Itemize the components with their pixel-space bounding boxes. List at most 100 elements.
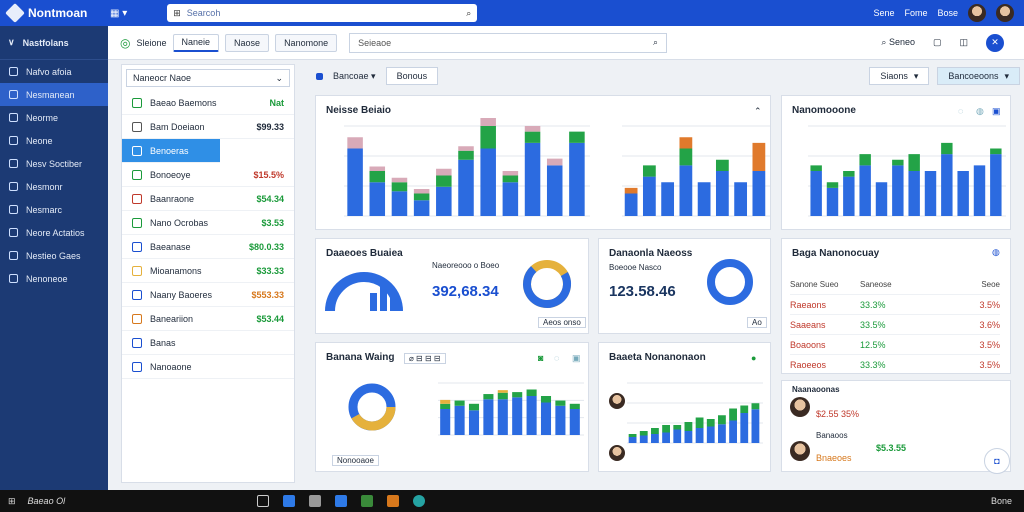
- menu-icon[interactable]: ▦ ▾: [110, 7, 128, 19]
- table-row[interactable]: Saaeans 33.5% 3.6%: [790, 315, 1000, 335]
- bar[interactable]: [673, 429, 682, 444]
- bar[interactable]: [628, 434, 637, 437]
- settings-icon[interactable]: ▣: [992, 106, 1001, 116]
- bar[interactable]: [436, 186, 452, 216]
- top-item-1[interactable]: Sene: [873, 8, 895, 18]
- bar[interactable]: [540, 402, 552, 436]
- chat-button[interactable]: ◘: [984, 448, 1010, 474]
- table-row[interactable]: Boaoons 12.5% 3.5%: [790, 335, 1000, 355]
- table-row[interactable]: Raoeeos 33.3% 3.5%: [790, 355, 1000, 375]
- bar[interactable]: [662, 432, 670, 444]
- bar[interactable]: [624, 187, 638, 194]
- bar[interactable]: [715, 171, 729, 216]
- bar[interactable]: [436, 168, 452, 176]
- bar[interactable]: [908, 154, 920, 171]
- bar[interactable]: [546, 165, 563, 216]
- bar[interactable]: [718, 424, 726, 443]
- bar[interactable]: [391, 177, 408, 183]
- search-icon[interactable]: ⌕ Seneo: [881, 37, 915, 47]
- bar[interactable]: [810, 165, 822, 171]
- avatar[interactable]: [968, 4, 986, 22]
- bar[interactable]: [468, 403, 480, 411]
- list-item[interactable]: Mioanamons $33.33: [122, 259, 294, 283]
- sidebar-item[interactable]: Nafvo afoia: [0, 60, 108, 83]
- bar[interactable]: [483, 399, 494, 435]
- camera-icon[interactable]: ◫: [959, 37, 968, 47]
- bar[interactable]: [526, 389, 537, 397]
- tab-2[interactable]: Naose: [225, 33, 270, 52]
- bar[interactable]: [752, 171, 766, 216]
- sidebar-item[interactable]: Nesmanean: [0, 83, 108, 106]
- bar[interactable]: [810, 171, 822, 216]
- bar[interactable]: [679, 165, 693, 216]
- bar[interactable]: [843, 171, 855, 177]
- bar[interactable]: [569, 142, 585, 216]
- bar[interactable]: [875, 182, 888, 216]
- status-icon[interactable]: ●: [751, 353, 757, 363]
- bar[interactable]: [651, 428, 659, 434]
- bar[interactable]: [569, 131, 585, 143]
- window-icon[interactable]: ▢: [932, 37, 942, 47]
- bar[interactable]: [642, 176, 656, 216]
- list-item[interactable]: Baneariion $53.44: [122, 307, 294, 331]
- bar[interactable]: [502, 171, 519, 176]
- more-icon[interactable]: ⌃: [754, 106, 762, 116]
- bar[interactable]: [661, 182, 675, 216]
- bar[interactable]: [569, 403, 580, 409]
- bar[interactable]: [440, 399, 451, 404]
- bar[interactable]: [751, 403, 760, 410]
- toolbar-search-input[interactable]: Seieaoe ⌕: [349, 32, 668, 53]
- sidebar-item[interactable]: Neone: [0, 129, 108, 152]
- list-item[interactable]: Nanoaone: [122, 355, 294, 379]
- media-icon[interactable]: [387, 495, 400, 507]
- bar[interactable]: [628, 437, 637, 443]
- bar[interactable]: [695, 417, 704, 429]
- sidebar-item[interactable]: Nesmonr: [0, 175, 108, 198]
- bar[interactable]: [540, 396, 552, 403]
- bar[interactable]: [524, 142, 541, 216]
- bar[interactable]: [369, 182, 386, 216]
- windows-icon[interactable]: ⊞: [8, 495, 16, 506]
- bar[interactable]: [502, 182, 519, 216]
- bar[interactable]: [684, 422, 693, 431]
- bar[interactable]: [497, 399, 508, 435]
- sidebar-item[interactable]: Neore Actatios: [0, 221, 108, 244]
- tab-3[interactable]: Nanomone: [275, 33, 338, 52]
- taskbar-search[interactable]: Baeao Ol: [27, 496, 66, 506]
- bar[interactable]: [642, 165, 656, 177]
- avatar[interactable]: [996, 4, 1014, 22]
- bar[interactable]: [436, 175, 452, 187]
- bar[interactable]: [555, 400, 566, 406]
- bar[interactable]: [752, 142, 766, 171]
- bar[interactable]: [729, 420, 737, 444]
- bar[interactable]: [413, 189, 430, 194]
- bar[interactable]: [391, 182, 408, 192]
- bar[interactable]: [941, 154, 953, 216]
- kpi-footer[interactable]: Ao: [747, 317, 767, 328]
- bar[interactable]: [391, 191, 408, 216]
- gear-icon[interactable]: ◌: [958, 106, 964, 116]
- top-item-2[interactable]: Fome: [904, 8, 928, 18]
- bar[interactable]: [990, 154, 1002, 216]
- bar[interactable]: [639, 435, 648, 444]
- browser-icon[interactable]: [283, 495, 296, 507]
- bar[interactable]: [973, 165, 986, 216]
- bar[interactable]: [347, 148, 363, 217]
- chart-filter[interactable]: Nonooaoe: [332, 455, 379, 466]
- bar[interactable]: [826, 187, 839, 216]
- bar[interactable]: [440, 403, 451, 409]
- mail-icon[interactable]: [361, 495, 374, 507]
- bar[interactable]: [512, 397, 523, 435]
- bar[interactable]: [546, 158, 563, 166]
- bar[interactable]: [468, 410, 480, 435]
- bar[interactable]: [512, 392, 523, 398]
- bar[interactable]: [734, 182, 748, 216]
- list-item[interactable]: Baeanase $80.0.33: [122, 235, 294, 259]
- table-row[interactable]: Raeaons 33.3% 3.5%: [790, 295, 1000, 315]
- bar[interactable]: [369, 166, 386, 172]
- folder-icon[interactable]: [309, 495, 322, 507]
- bar[interactable]: [480, 126, 496, 149]
- bar[interactable]: [695, 428, 704, 443]
- bar[interactable]: [454, 405, 465, 435]
- bar[interactable]: [502, 175, 519, 183]
